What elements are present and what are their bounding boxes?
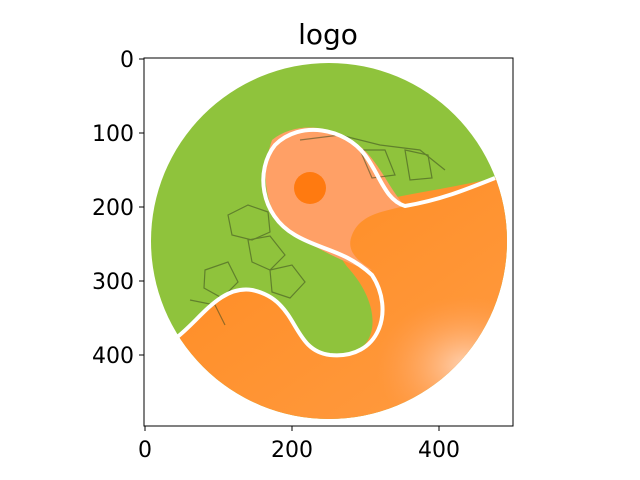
y-tick-label: 300	[92, 270, 134, 295]
sketch-lines	[189, 134, 446, 326]
x-tick-label: 200	[271, 438, 313, 463]
y-tick-label: 100	[92, 122, 134, 147]
x-ticks	[144, 426, 440, 431]
y-tick-label: 400	[92, 344, 134, 369]
logo-image	[151, 63, 507, 419]
s-outline	[174, 128, 496, 358]
x-tick-label: 400	[418, 438, 460, 463]
y-tick-label: 0	[120, 48, 134, 73]
y-tick-label: 200	[92, 196, 134, 221]
y-ticks	[139, 58, 144, 356]
snake-eye	[294, 172, 326, 204]
plot-title: logo	[298, 18, 358, 51]
x-tick-label: 0	[138, 438, 152, 463]
